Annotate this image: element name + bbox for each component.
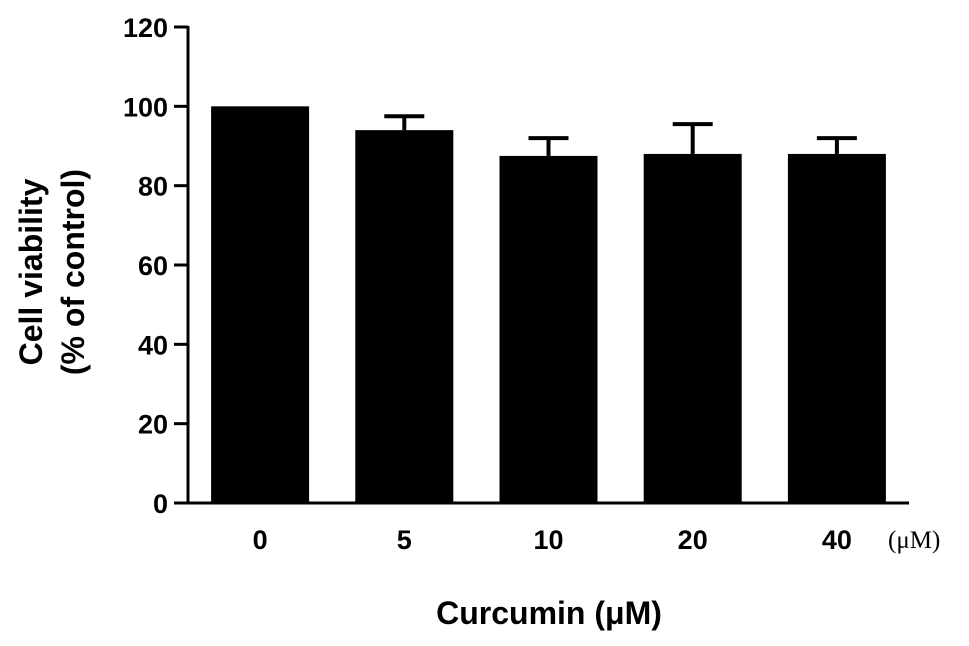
bar: [355, 130, 454, 503]
x-tick-label: 5: [397, 525, 412, 555]
y-tick-label: 0: [153, 489, 168, 519]
bar: [643, 153, 742, 503]
y-tick-label: 80: [138, 172, 168, 202]
x-tick-label: 20: [678, 525, 708, 555]
x-axis-title: Curcumin (μM): [436, 595, 662, 631]
y-tick-label: 20: [138, 410, 168, 440]
x-tick-label: 10: [533, 525, 563, 555]
x-tick-label: 40: [822, 525, 852, 555]
y-tick-label: 40: [138, 330, 168, 360]
x-unit-label: (μM): [888, 527, 940, 554]
y-tick-label: 60: [138, 251, 168, 281]
bar: [499, 155, 598, 503]
bar: [787, 153, 886, 503]
bars: [211, 106, 886, 503]
y-tick-label: 120: [123, 13, 168, 43]
y-tick-label: 100: [123, 92, 168, 122]
y-axis-title-line-1: Cell viability: [13, 178, 49, 365]
y-axis: 0 20 40 60 80 100 120: [123, 13, 190, 519]
error-bars: [384, 114, 857, 156]
bar: [211, 106, 310, 503]
x-tick-label: 0: [253, 525, 268, 555]
x-tick-labels: 0 5 10 20 40: [253, 525, 852, 555]
y-axis-title-line-2: (% of control): [55, 169, 91, 375]
